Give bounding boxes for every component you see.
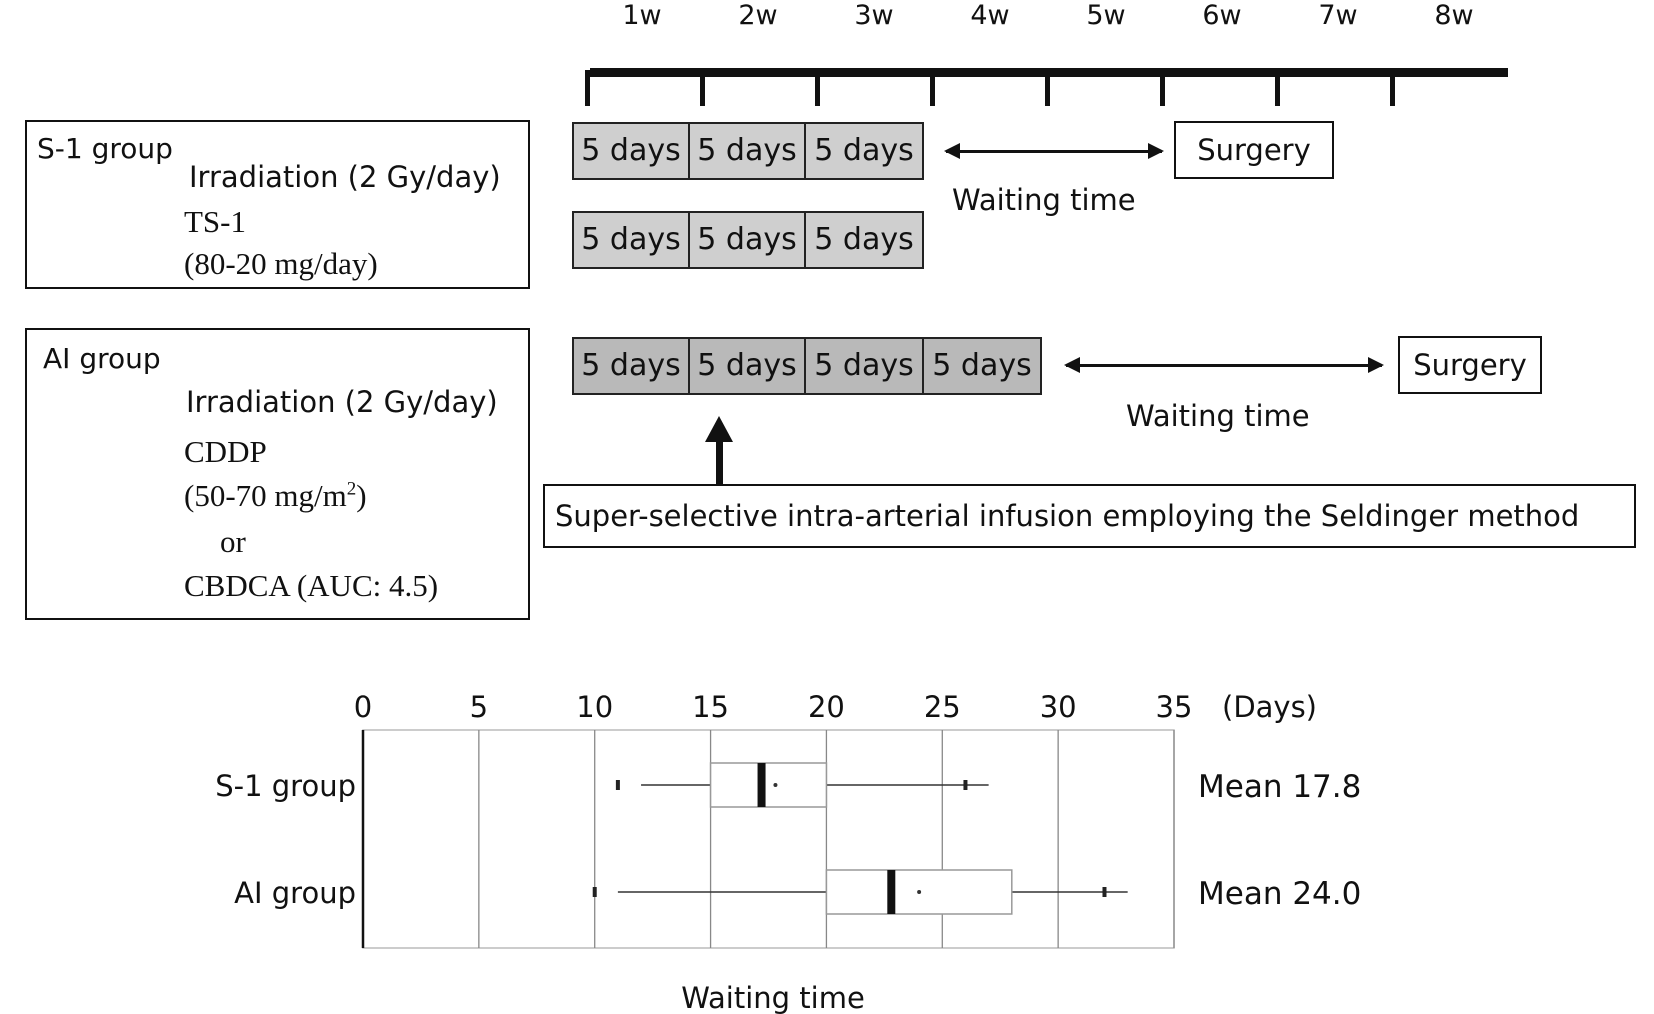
waiting-time-boxplot: 0 5 10 15 20 25 30 35 (Days) Waiting time S-1 gro… (215, 690, 1361, 1014)
ai-irradiation-label: Irradiation (2 Gy/day) (186, 385, 498, 419)
x-tick-label: 20 (808, 690, 845, 724)
timeline-tick (1045, 70, 1050, 106)
timeline-tick (585, 70, 590, 106)
s1-surgery-box: Surgery (1174, 121, 1334, 179)
week-label: 1w (622, 0, 662, 31)
ai-group-title: AI group (43, 342, 161, 375)
iqr-box (709, 762, 828, 808)
ai-block: 5 days (572, 337, 690, 395)
outlier-point (1102, 887, 1107, 897)
timeline-tick (930, 70, 935, 106)
ai-waiting-label: Waiting time (1126, 399, 1310, 433)
outlier-point (592, 887, 597, 897)
s1-irradiation-block: 5 days (804, 122, 924, 180)
ai-waiting-arrow (1064, 357, 1384, 373)
ai-dose1-suffix: ) (356, 478, 367, 513)
s1-dose-label: (80-20 mg/day) (184, 246, 378, 281)
x-axis-label: Waiting time (681, 981, 865, 1014)
mean-label: Mean 17.8 (1198, 769, 1361, 805)
category-label: S-1 group (215, 769, 356, 803)
s1-group-title: S-1 group (37, 132, 173, 165)
s1-drug-block: 5 days (688, 211, 806, 269)
week-label: 4w (970, 0, 1010, 31)
x-unit-label: (Days) (1222, 690, 1317, 724)
ai-block: 5 days (804, 337, 924, 395)
ai-group-box: AI group Irradiation (2 Gy/day) CDDP (50… (25, 328, 530, 620)
category-label: AI group (234, 876, 356, 910)
x-tick-label: 25 (924, 690, 961, 724)
outlier-point (963, 780, 968, 790)
x-tick-label: 35 (1156, 690, 1193, 724)
x-tick-label: 15 (692, 690, 729, 724)
timeline-tick (700, 70, 705, 106)
infusion-note-box: Super-selective intra-arterial infusion … (543, 484, 1636, 548)
s1-irradiation-label: Irradiation (2 Gy/day) (189, 160, 501, 194)
x-tick-label: 10 (576, 690, 613, 724)
week-label: 7w (1318, 0, 1358, 31)
infusion-arrow-head (705, 416, 733, 442)
s1-drug-block: 5 days (572, 211, 690, 269)
infusion-arrow-shaft (716, 440, 723, 486)
x-tick-label: 0 (354, 690, 372, 724)
x-tick-label: 30 (1040, 690, 1077, 724)
median-mark (757, 763, 766, 807)
s1-irradiation-block: 5 days (572, 122, 690, 180)
boxplot-row: AI group Mean 24.0 (234, 869, 1361, 915)
week-label: 5w (1086, 0, 1126, 31)
week-label: 2w (738, 0, 778, 31)
s1-irradiation-block: 5 days (688, 122, 806, 180)
timeline-tick (1160, 70, 1165, 106)
ai-or-label: or (220, 524, 246, 559)
ai-drug1-label: CDDP (184, 434, 267, 469)
outlier-point (615, 780, 620, 790)
median-mark (887, 870, 896, 914)
ai-dose1-prefix: (50-70 mg/m (184, 478, 347, 513)
ai-dose1-superscript: 2 (346, 478, 357, 500)
timeline-tick (1390, 70, 1395, 106)
s1-group-box: S-1 group Irradiation (2 Gy/day) TS-1 (8… (25, 120, 530, 289)
ai-surgery-box: Surgery (1398, 336, 1542, 394)
mean-point (773, 783, 778, 787)
s1-waiting-label: Waiting time (952, 183, 1136, 217)
mean-point (917, 890, 922, 894)
week-label: 3w (854, 0, 894, 31)
s1-drug-label: TS-1 (184, 204, 246, 239)
timeline-tick (1275, 70, 1280, 106)
boxplot-series: S-1 group Mean 17.8 AI group Mean 24.0 (215, 762, 1361, 915)
ai-drug2-label: CBDCA (AUC: 4.5) (184, 568, 439, 603)
boxplot-axis: 0 5 10 15 20 25 30 35 (Days) Waiting time (354, 690, 1317, 1014)
mean-label: Mean 24.0 (1198, 876, 1361, 912)
ai-dose1-label: (50-70 mg/m2) (184, 478, 367, 514)
timeline-tick (815, 70, 820, 106)
boxplot-row: S-1 group Mean 17.8 (215, 762, 1361, 808)
ai-block: 5 days (688, 337, 806, 395)
s1-waiting-arrow (944, 143, 1164, 159)
week-label: 8w (1434, 0, 1474, 31)
x-tick-label: 5 (470, 690, 488, 724)
s1-drug-block: 5 days (804, 211, 924, 269)
week-label: 6w (1202, 0, 1242, 31)
ai-block: 5 days (922, 337, 1042, 395)
